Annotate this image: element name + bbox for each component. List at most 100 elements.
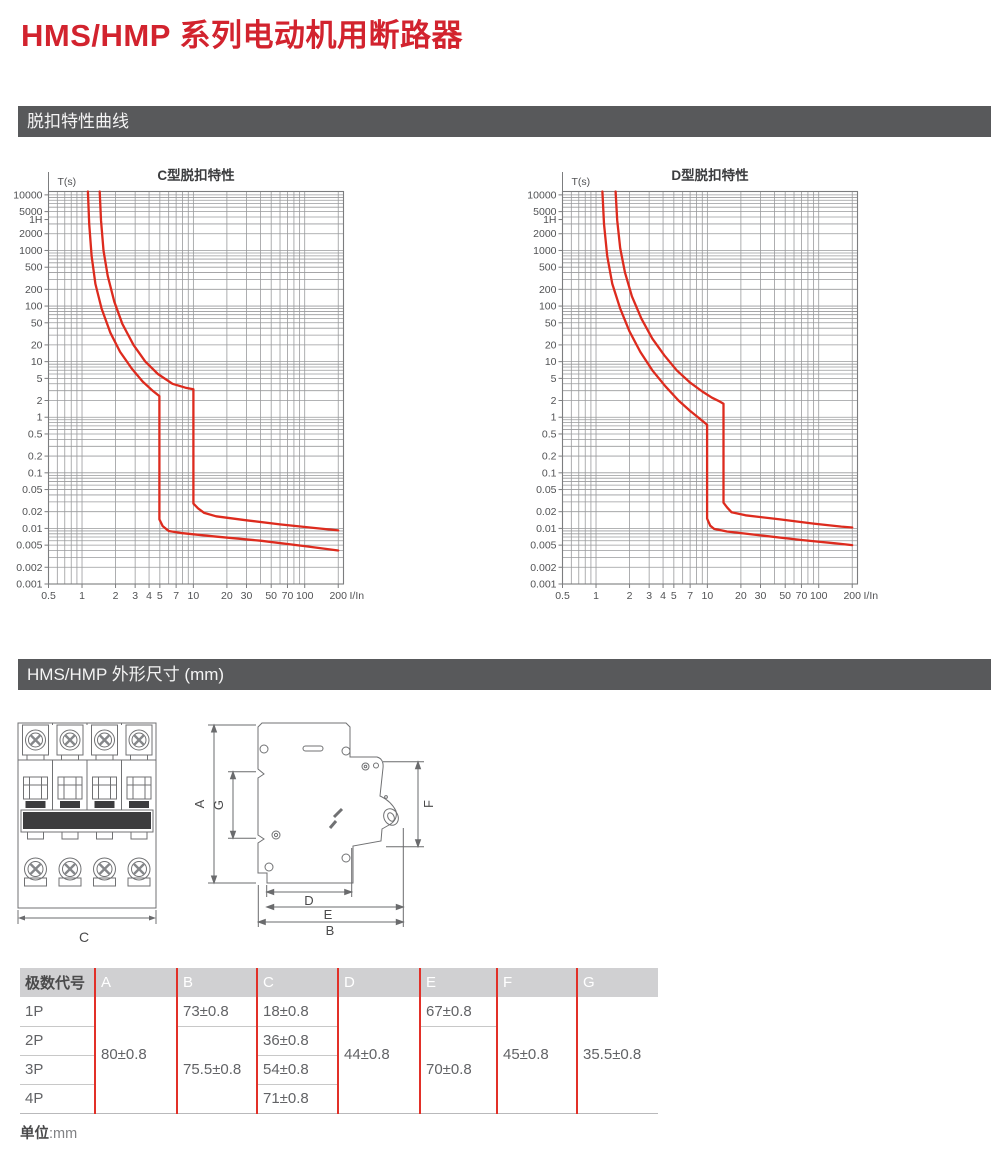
row-label-3p: 3P [20, 1054, 95, 1084]
svg-text:I/In: I/In [350, 590, 365, 602]
svg-text:0.005: 0.005 [16, 540, 42, 552]
svg-text:7: 7 [173, 590, 179, 602]
table-row: 1P 80±0.8 73±0.8 18±0.8 44±0.8 67±0.8 45… [20, 997, 658, 1113]
svg-text:500: 500 [25, 262, 43, 274]
svg-text:0.02: 0.02 [536, 506, 557, 518]
cell-c-1p: 18±0.8 [256, 997, 338, 1026]
side-view-drawing: A G F D E B [192, 722, 436, 938]
svg-text:200: 200 [329, 590, 347, 602]
front-view-drawing: C [17, 722, 157, 945]
section-bar-dimensions-label: HMS/HMP 外形尺寸 (mm) [27, 665, 225, 684]
svg-text:0.05: 0.05 [536, 484, 557, 496]
svg-text:70: 70 [796, 590, 808, 602]
svg-text:0.001: 0.001 [530, 579, 556, 591]
svg-text:5: 5 [37, 373, 43, 385]
col-header-c: C [256, 968, 338, 997]
row-label-4p: 4P [20, 1083, 95, 1113]
svg-text:4: 4 [146, 590, 152, 602]
svg-text:200: 200 [25, 284, 43, 296]
svg-text:3: 3 [132, 590, 138, 602]
svg-text:50: 50 [265, 590, 277, 602]
svg-text:T(s): T(s) [572, 176, 591, 188]
svg-text:10000: 10000 [13, 189, 42, 201]
svg-text:100: 100 [296, 590, 314, 602]
svg-text:D型脱扣特性: D型脱扣特性 [671, 167, 749, 183]
svg-text:4: 4 [660, 590, 666, 602]
cell-e-1p: 67±0.8 [419, 997, 497, 1026]
cell-e-234: 70±0.8 [419, 1025, 497, 1113]
dim-label-e: E [324, 907, 333, 922]
svg-text:0.01: 0.01 [536, 523, 557, 535]
svg-text:1H: 1H [543, 214, 556, 226]
row-label-1p: 1P [25, 1002, 44, 1020]
svg-text:10: 10 [188, 590, 200, 602]
svg-text:2: 2 [113, 590, 119, 602]
svg-text:2000: 2000 [19, 228, 43, 240]
svg-text:1H: 1H [29, 214, 42, 226]
svg-text:0.01: 0.01 [22, 523, 43, 535]
cell-f: 45±0.8 [496, 997, 577, 1113]
svg-text:1: 1 [551, 412, 557, 424]
svg-text:2000: 2000 [533, 228, 557, 240]
col-header-f: F [496, 968, 577, 997]
svg-text:0.2: 0.2 [542, 451, 557, 463]
cell-d: 44±0.8 [337, 997, 420, 1113]
unit-note-label: 单位 [20, 1126, 49, 1142]
col-header-g: G [576, 968, 658, 997]
svg-text:1: 1 [79, 590, 85, 602]
svg-text:50: 50 [545, 317, 557, 329]
svg-text:20: 20 [221, 590, 233, 602]
svg-text:1000: 1000 [19, 245, 43, 257]
svg-text:0.001: 0.001 [16, 579, 42, 591]
svg-text:0.02: 0.02 [22, 506, 43, 518]
svg-text:0.5: 0.5 [542, 428, 557, 440]
cell-b-1p: 73±0.8 [176, 997, 257, 1026]
svg-text:2: 2 [37, 395, 43, 407]
svg-text:2: 2 [627, 590, 633, 602]
cell-c-2p: 36±0.8 [256, 1025, 338, 1055]
svg-text:30: 30 [241, 590, 253, 602]
dim-label-a: A [192, 799, 207, 808]
dim-label-d: D [304, 893, 313, 908]
svg-text:5000: 5000 [19, 206, 43, 218]
dimensions-table: 极数代号 A B C D E F G 1P 80±0.8 73±0.8 18±0… [20, 968, 658, 1114]
svg-text:100: 100 [810, 590, 828, 602]
table-row: 2P 75.5±0.8 36±0.8 70±0.8 [20, 1025, 658, 1113]
svg-text:0.5: 0.5 [41, 590, 56, 602]
svg-text:0.1: 0.1 [28, 467, 43, 479]
dim-label-f: F [421, 800, 436, 808]
svg-text:0.005: 0.005 [530, 540, 556, 552]
svg-text:500: 500 [539, 262, 557, 274]
section-bar-trip-curves: 脱扣特性曲线 [18, 106, 991, 137]
svg-text:5000: 5000 [533, 206, 557, 218]
cell-g: 35.5±0.8 [576, 997, 658, 1113]
svg-text:1000: 1000 [533, 245, 557, 257]
dim-label-g: G [211, 800, 226, 810]
svg-text:1: 1 [37, 412, 43, 424]
svg-text:70: 70 [282, 590, 294, 602]
table-row: 4P 71±0.8 [20, 1083, 658, 1113]
table-row: 3P 54±0.8 [20, 1054, 658, 1084]
svg-text:20: 20 [545, 339, 557, 351]
section-bar-trip-curves-label: 脱扣特性曲线 [27, 112, 129, 131]
svg-text:20: 20 [735, 590, 747, 602]
col-header-b: B [176, 968, 257, 997]
svg-text:7: 7 [687, 590, 693, 602]
svg-text:200: 200 [539, 284, 557, 296]
page-title: HMS/HMP 系列电动机用断路器 [21, 18, 463, 53]
unit-note: 单位:mm [20, 1122, 77, 1143]
svg-text:T(s): T(s) [58, 176, 77, 188]
svg-text:10: 10 [702, 590, 714, 602]
svg-text:0.1: 0.1 [542, 467, 557, 479]
svg-text:10: 10 [545, 356, 557, 368]
svg-text:I/In: I/In [864, 590, 879, 602]
svg-text:0.002: 0.002 [530, 562, 556, 574]
svg-text:5: 5 [551, 373, 557, 385]
cell-b-234: 75.5±0.8 [176, 1025, 257, 1113]
svg-text:0.002: 0.002 [16, 562, 42, 574]
svg-text:0.5: 0.5 [28, 428, 43, 440]
unit-note-value: :mm [49, 1126, 78, 1142]
